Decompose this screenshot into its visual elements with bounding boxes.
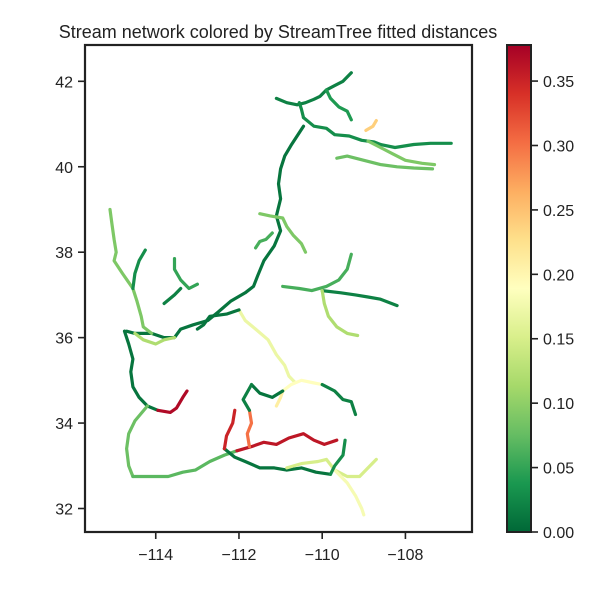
stream-segment (172, 257, 199, 291)
stream-segment (156, 389, 189, 414)
stream-segment (195, 308, 241, 331)
stream-segment (162, 286, 183, 306)
stream-segment (235, 432, 339, 453)
stream-segment (108, 207, 154, 335)
x-axis: −114 −112 −110 −108 (138, 532, 424, 564)
stream-segment (245, 408, 254, 449)
stream-segment (131, 248, 147, 291)
colorbar (506, 44, 532, 533)
stream-segment (324, 88, 353, 122)
colorbar-tick-label: 0.05 (543, 461, 574, 478)
stream-segment (320, 289, 399, 308)
y-axis: 32 34 36 38 40 42 (55, 74, 85, 519)
stream-segment (281, 378, 324, 393)
colorbar-tick-label: 0.25 (543, 203, 574, 220)
colorbar-tick-label: 0.20 (543, 267, 574, 284)
y-tick-label: 36 (55, 331, 73, 348)
stream-segment (254, 231, 274, 250)
y-tick-label: 42 (55, 74, 73, 91)
colorbar-tick-label: 0.00 (543, 525, 574, 542)
stream-segment (222, 408, 237, 451)
stream-segment (274, 71, 353, 107)
stream-segment (124, 404, 149, 479)
x-tick-label: −114 (138, 547, 173, 564)
plot-area (83, 43, 474, 534)
stream-network (108, 71, 453, 517)
stream-segment (328, 438, 347, 476)
stream-segment (241, 383, 254, 412)
stream-segment (237, 308, 297, 385)
stream-segment (258, 212, 308, 254)
colorbar-axis: 0.00 0.05 0.10 0.15 0.20 0.25 0.30 0.35 (531, 74, 574, 542)
x-tick-label: −108 (387, 547, 423, 564)
y-tick-label: 32 (55, 502, 73, 519)
y-tick-label: 38 (55, 245, 73, 262)
stream-segment (366, 139, 437, 167)
stream-segment (122, 329, 160, 412)
stream-segment (320, 383, 358, 417)
y-tick-label: 34 (55, 416, 73, 433)
stream-segment (249, 383, 285, 399)
stream-segment (333, 468, 366, 517)
stream-segment (297, 101, 306, 120)
colorbar-tick-label: 0.30 (543, 138, 574, 155)
stream-segment (133, 331, 177, 346)
y-tick-label: 40 (55, 160, 73, 177)
stream-segment (222, 447, 333, 476)
x-tick-label: −110 (305, 547, 340, 564)
stream-segment (131, 449, 239, 479)
colorbar-tick-label: 0.35 (543, 74, 574, 91)
chart-title: Stream network colored by StreamTree fit… (59, 22, 498, 42)
colorbar-tick-label: 0.10 (543, 396, 574, 413)
x-tick-label: −112 (222, 547, 257, 564)
stream-segment (320, 289, 360, 338)
stream-segment (364, 118, 378, 132)
stream-segment (335, 154, 435, 171)
colorbar-tick-label: 0.15 (543, 332, 574, 349)
stream-segment (281, 252, 353, 293)
